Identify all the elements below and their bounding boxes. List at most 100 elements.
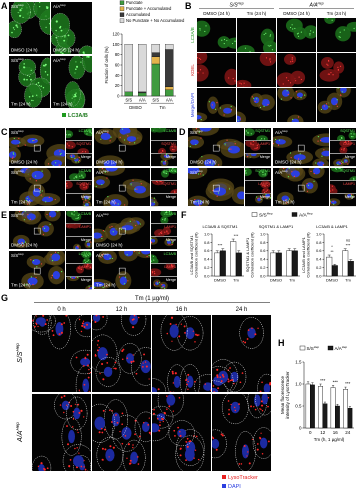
panel-letter: D <box>179 127 186 137</box>
nucleus <box>259 437 268 449</box>
x-tick-label: DMSO <box>326 278 338 283</box>
significance: *** <box>346 243 351 248</box>
punctum <box>151 242 153 244</box>
punctum <box>108 456 110 458</box>
punctum <box>174 372 177 375</box>
punctum <box>188 139 189 141</box>
bar <box>219 250 226 277</box>
punctum <box>81 324 84 328</box>
inset-label: Merge <box>81 155 91 159</box>
legend-swatch <box>327 345 334 351</box>
bar-segment <box>165 49 174 87</box>
punctum <box>60 29 63 32</box>
punctum <box>201 156 203 158</box>
punctum <box>244 341 247 344</box>
x-tick-label: 24 <box>345 430 351 435</box>
punctum <box>168 240 170 242</box>
punctum <box>264 184 266 187</box>
punctum <box>45 313 47 315</box>
punctum <box>287 79 290 82</box>
legend-label: No Punctate + No Accumulated <box>126 18 185 23</box>
punctum <box>64 36 66 38</box>
punctum <box>321 155 323 157</box>
cell <box>320 56 334 69</box>
cell <box>51 12 70 37</box>
cell-outline <box>168 420 195 447</box>
cell <box>237 80 249 87</box>
nucleus <box>92 315 101 323</box>
punctum <box>166 230 168 232</box>
punctum <box>335 103 337 105</box>
punctum <box>74 153 76 155</box>
punctum <box>173 392 175 394</box>
genotype-label: A/AHep <box>275 169 288 175</box>
punctum <box>259 408 261 410</box>
panel-letter: C <box>1 127 8 137</box>
legend-sup: Hep <box>342 345 348 349</box>
punctum <box>42 315 45 317</box>
punctum <box>233 382 235 385</box>
legend-sup: Hep <box>307 212 313 216</box>
label-main: A/A <box>96 253 103 258</box>
punctum <box>32 140 34 142</box>
punctum <box>74 447 76 450</box>
punctum <box>211 104 213 106</box>
y-tick-label: 0.2 <box>204 265 210 270</box>
punctum <box>171 146 173 148</box>
micrograph-content <box>154 227 172 237</box>
punctum <box>88 285 90 287</box>
punctum <box>336 99 338 101</box>
punctum <box>161 127 162 128</box>
chart-title: LC3A/B & LAMP1 <box>316 224 349 229</box>
x-tick-label: A/A <box>139 98 146 103</box>
punctum <box>340 94 342 96</box>
punctum <box>183 325 186 328</box>
punctum <box>32 284 34 286</box>
punctum <box>121 412 124 415</box>
punctum <box>12 156 14 158</box>
bar-segment <box>151 63 160 97</box>
nucleus <box>213 375 224 386</box>
nucleus <box>330 97 338 106</box>
punctum <box>109 445 112 448</box>
treatment-label: DMSO (24 h) <box>53 48 80 53</box>
nucleus <box>186 375 194 388</box>
punctum <box>344 141 346 144</box>
punctum <box>121 423 123 426</box>
punctum <box>36 94 38 96</box>
punctum <box>19 14 22 17</box>
punctum <box>226 39 228 42</box>
y-tick-label: 0.8 <box>316 240 322 245</box>
punctum <box>239 82 241 84</box>
roi-box <box>118 267 126 275</box>
cell-outline <box>194 374 211 392</box>
punctum <box>81 322 84 325</box>
micrograph-content <box>160 153 173 167</box>
punctum <box>300 96 302 99</box>
punctum <box>66 185 68 187</box>
punctum <box>171 169 173 172</box>
punctum <box>72 418 75 420</box>
punctum <box>20 166 21 167</box>
inset-label: SQSTM1 <box>340 169 355 173</box>
nucleus <box>306 182 314 190</box>
punctum <box>144 361 147 363</box>
punctum <box>269 34 272 36</box>
punctum <box>82 176 84 178</box>
punctum <box>265 32 267 34</box>
punctum <box>188 440 191 443</box>
punctum <box>55 20 58 23</box>
punctum <box>73 95 75 98</box>
punctum <box>91 132 92 134</box>
nucleus <box>69 154 76 159</box>
nucleus <box>80 357 91 367</box>
punctum <box>218 392 219 393</box>
cell <box>151 257 159 264</box>
inset-label: LC3A/B <box>79 252 92 256</box>
punctum <box>261 381 263 384</box>
nucleus <box>31 259 41 266</box>
label-main: A/A <box>96 130 103 135</box>
punctum <box>259 390 262 392</box>
punctum <box>35 138 37 141</box>
punctum <box>339 161 341 164</box>
